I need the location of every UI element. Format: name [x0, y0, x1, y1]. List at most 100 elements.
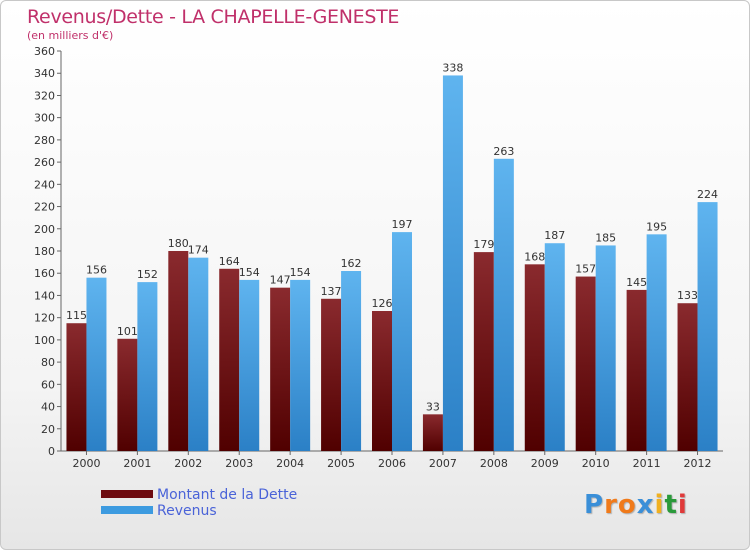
y-tick-label: 220: [34, 201, 55, 214]
bar-dette: [677, 303, 698, 451]
x-tick-label: 2007: [429, 457, 457, 470]
x-tick-label: 2001: [123, 457, 151, 470]
data-label: 197: [392, 218, 413, 231]
bar-revenus: [697, 202, 718, 451]
bar-revenus: [341, 271, 362, 451]
bar-revenus: [239, 279, 260, 451]
y-tick-label: 120: [34, 312, 55, 325]
x-tick-label: 2012: [684, 457, 712, 470]
y-tick-label: 200: [34, 223, 55, 236]
data-label: 154: [290, 266, 311, 279]
bar-dette: [626, 289, 647, 451]
y-tick-label: 260: [34, 156, 55, 169]
legend-swatch-revenus: [101, 506, 153, 514]
bar-revenus: [493, 158, 514, 451]
data-label: 137: [321, 285, 342, 298]
y-tick-label: 180: [34, 245, 55, 258]
chart-title: Revenus/Dette - LA CHAPELLE-GENESTE: [27, 6, 400, 28]
logo-letter: i: [677, 490, 688, 520]
data-label: 152: [137, 268, 158, 281]
data-label: 154: [239, 266, 260, 279]
logo-letter: i: [654, 490, 665, 520]
bar-revenus: [595, 245, 616, 451]
data-label: 224: [697, 188, 718, 201]
y-tick-label: 20: [41, 423, 55, 436]
bar-dette: [270, 287, 291, 451]
y-tick-label: 300: [34, 112, 55, 125]
data-label: 147: [270, 274, 291, 287]
y-tick-label: 100: [34, 334, 55, 347]
x-tick-label: 2006: [378, 457, 406, 470]
data-label: 162: [341, 257, 362, 270]
y-tick-label: 0: [48, 445, 55, 458]
bar-dette: [473, 252, 494, 451]
bar-revenus: [544, 243, 565, 451]
y-tick-label: 340: [34, 67, 55, 80]
data-label: 157: [575, 263, 596, 276]
proxiti-logo: Proxiti: [584, 490, 688, 520]
x-tick-label: 2004: [276, 457, 304, 470]
y-tick-label: 40: [41, 401, 55, 414]
bar-dette: [422, 414, 443, 451]
data-label: 33: [426, 400, 440, 413]
data-label: 115: [66, 309, 87, 322]
x-tick-label: 2000: [72, 457, 100, 470]
bar-revenus: [137, 282, 158, 451]
y-tick-label: 240: [34, 178, 55, 191]
bar-revenus: [442, 75, 463, 451]
y-tick-label: 360: [34, 45, 55, 58]
data-label: 101: [117, 325, 138, 338]
y-tick-label: 160: [34, 267, 55, 280]
logo-letter: r: [604, 490, 618, 520]
bar-dette: [321, 298, 342, 451]
legend-label-dette: Montant de la Dette: [157, 487, 298, 503]
bar-dette: [219, 268, 240, 451]
bar-dette: [168, 251, 189, 451]
y-tick-label: 320: [34, 89, 55, 102]
chart-subtitle: (en milliers d'€): [27, 29, 114, 42]
data-label: 187: [544, 229, 565, 242]
x-tick-label: 2008: [480, 457, 508, 470]
x-tick-label: 2010: [582, 457, 610, 470]
data-label: 126: [372, 297, 393, 310]
data-label: 156: [86, 264, 107, 277]
bar-dette: [66, 323, 87, 451]
x-tick-label: 2002: [174, 457, 202, 470]
data-label: 164: [219, 255, 240, 268]
data-label: 180: [168, 237, 189, 250]
logo-letter: o: [617, 490, 637, 520]
data-label: 168: [524, 250, 545, 263]
x-tick-label: 2005: [327, 457, 355, 470]
bar-dette: [117, 338, 138, 451]
y-tick-label: 140: [34, 289, 55, 302]
bar-dette: [575, 276, 596, 451]
legend-swatch-dette: [101, 490, 153, 498]
data-label: 174: [188, 244, 209, 257]
logo-letter: P: [584, 490, 605, 520]
data-label: 263: [493, 145, 514, 158]
data-label: 185: [595, 231, 616, 244]
y-tick-label: 60: [41, 378, 55, 391]
data-label: 179: [473, 238, 494, 251]
data-label: 145: [626, 276, 647, 289]
chart-bars: [66, 75, 718, 451]
bar-revenus: [646, 234, 667, 451]
logo-letter: x: [636, 490, 655, 520]
data-label: 133: [677, 289, 698, 302]
x-tick-label: 2003: [225, 457, 253, 470]
bar-revenus: [188, 257, 209, 451]
legend-label-revenus: Revenus: [157, 503, 217, 519]
bar-revenus: [392, 232, 412, 451]
bar-dette: [524, 264, 545, 451]
x-tick-label: 2009: [531, 457, 559, 470]
bar-revenus: [86, 277, 107, 451]
y-tick-label: 280: [34, 134, 55, 147]
bar-revenus: [290, 279, 311, 451]
y-tick-label: 80: [41, 356, 55, 369]
x-tick-label: 2011: [633, 457, 661, 470]
bar-dette: [372, 311, 392, 451]
chart-data-labels: 1151561011521801741641541471541371621261…: [66, 61, 718, 413]
data-label: 195: [646, 220, 667, 233]
